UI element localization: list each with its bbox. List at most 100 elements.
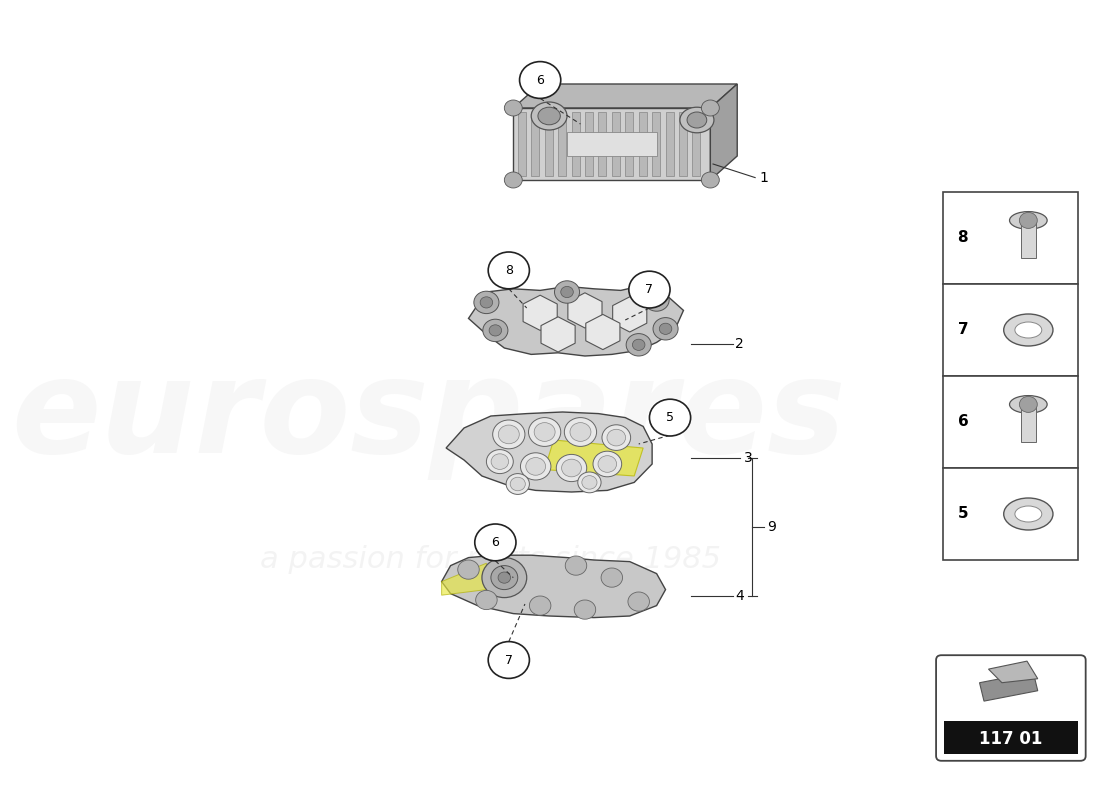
- Circle shape: [628, 592, 649, 611]
- Bar: [666, 112, 673, 176]
- Ellipse shape: [1010, 212, 1047, 229]
- Bar: [943, 468, 1078, 560]
- Circle shape: [480, 297, 493, 308]
- Polygon shape: [441, 555, 666, 618]
- Circle shape: [506, 474, 529, 494]
- Bar: [518, 112, 526, 176]
- Bar: [1021, 218, 1035, 258]
- Circle shape: [598, 456, 617, 472]
- Ellipse shape: [1003, 314, 1053, 346]
- Circle shape: [488, 642, 529, 678]
- Polygon shape: [514, 84, 737, 108]
- Circle shape: [510, 478, 526, 490]
- Text: 7: 7: [958, 322, 968, 338]
- Text: 8: 8: [505, 264, 513, 277]
- Circle shape: [650, 294, 663, 306]
- Bar: [566, 132, 657, 156]
- Polygon shape: [469, 286, 683, 356]
- Bar: [544, 112, 552, 176]
- Circle shape: [578, 472, 601, 493]
- Bar: [943, 376, 1078, 468]
- Ellipse shape: [680, 107, 714, 133]
- Circle shape: [570, 422, 591, 442]
- Circle shape: [486, 450, 514, 474]
- Circle shape: [602, 425, 630, 450]
- Ellipse shape: [1003, 498, 1053, 530]
- Circle shape: [504, 172, 522, 188]
- Circle shape: [529, 596, 551, 615]
- Text: 6: 6: [492, 536, 499, 549]
- Circle shape: [493, 420, 525, 449]
- Circle shape: [629, 271, 670, 308]
- Circle shape: [475, 524, 516, 561]
- Circle shape: [504, 100, 522, 116]
- Ellipse shape: [1015, 322, 1042, 338]
- Bar: [625, 112, 634, 176]
- Text: 3: 3: [744, 451, 752, 466]
- Circle shape: [607, 430, 626, 446]
- Text: eurospares: eurospares: [11, 353, 846, 479]
- Ellipse shape: [1010, 395, 1047, 413]
- Polygon shape: [541, 317, 575, 352]
- Text: 5: 5: [666, 411, 674, 424]
- Circle shape: [458, 560, 480, 579]
- Bar: [598, 112, 606, 176]
- Circle shape: [649, 399, 691, 436]
- Circle shape: [498, 572, 510, 583]
- Polygon shape: [447, 412, 652, 492]
- Bar: [652, 112, 660, 176]
- Circle shape: [490, 325, 502, 336]
- Ellipse shape: [688, 112, 707, 128]
- Polygon shape: [568, 293, 602, 328]
- Bar: [944, 722, 1078, 754]
- Bar: [558, 112, 566, 176]
- Circle shape: [519, 62, 561, 98]
- Polygon shape: [586, 314, 620, 350]
- Polygon shape: [711, 84, 737, 180]
- Bar: [612, 112, 620, 176]
- Circle shape: [593, 451, 622, 477]
- Circle shape: [653, 318, 678, 340]
- Ellipse shape: [1015, 506, 1042, 522]
- Circle shape: [574, 600, 596, 619]
- Polygon shape: [441, 563, 486, 595]
- Ellipse shape: [531, 102, 566, 130]
- Bar: [943, 284, 1078, 376]
- Text: a passion for parts since 1985: a passion for parts since 1985: [261, 546, 722, 574]
- Polygon shape: [613, 297, 647, 332]
- Circle shape: [626, 334, 651, 356]
- Circle shape: [528, 418, 561, 446]
- Text: 117 01: 117 01: [979, 730, 1043, 748]
- Circle shape: [475, 590, 497, 610]
- Circle shape: [535, 422, 556, 442]
- Circle shape: [526, 458, 546, 475]
- Bar: [639, 112, 647, 176]
- Ellipse shape: [538, 107, 560, 125]
- Circle shape: [561, 286, 573, 298]
- Circle shape: [1020, 212, 1037, 229]
- Text: 7: 7: [646, 283, 653, 296]
- Bar: [943, 192, 1078, 284]
- Circle shape: [632, 339, 645, 350]
- Polygon shape: [524, 295, 558, 330]
- Circle shape: [491, 566, 518, 590]
- Bar: [692, 112, 701, 176]
- Polygon shape: [989, 661, 1037, 682]
- Bar: [531, 112, 539, 176]
- Text: 6: 6: [958, 414, 968, 430]
- Text: 1: 1: [760, 170, 769, 185]
- Circle shape: [562, 459, 582, 477]
- Text: 9: 9: [767, 520, 775, 534]
- Circle shape: [491, 454, 508, 470]
- Circle shape: [482, 558, 527, 598]
- Circle shape: [659, 323, 672, 334]
- Circle shape: [1020, 396, 1037, 413]
- Circle shape: [564, 418, 596, 446]
- Polygon shape: [544, 440, 644, 476]
- Circle shape: [702, 172, 719, 188]
- Circle shape: [488, 252, 529, 289]
- Circle shape: [702, 100, 719, 116]
- Polygon shape: [979, 672, 1037, 701]
- Circle shape: [483, 319, 508, 342]
- Circle shape: [565, 556, 586, 575]
